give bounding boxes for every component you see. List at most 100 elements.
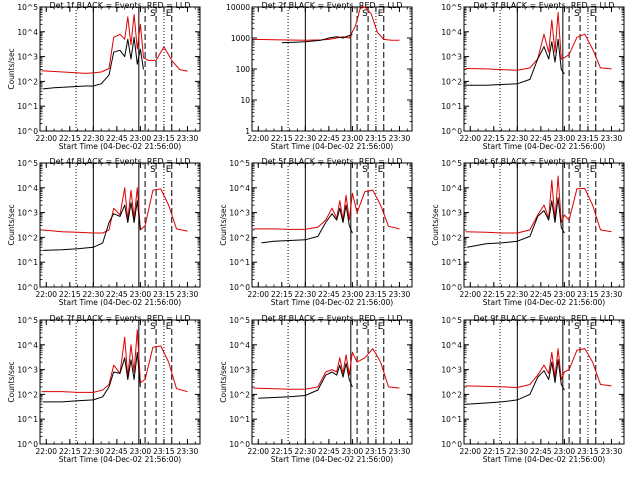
- events-series-line: [43, 36, 144, 90]
- events-series-line: [43, 351, 141, 403]
- x-tick-label: 22:00: [459, 447, 481, 456]
- y-tick-label: 10^1: [441, 258, 462, 267]
- lld-series-line: [465, 12, 612, 71]
- y-tick-label: 10^5: [17, 316, 38, 325]
- lld-series-line: [253, 348, 400, 390]
- y-tick-label: 100: [236, 65, 251, 74]
- x-tick-label: 22:00: [459, 290, 481, 299]
- x-axis-title: Start Time (04-Dec-02 21:56:00): [59, 455, 181, 464]
- marker-label: S: [150, 165, 156, 175]
- x-axis-title: Start Time (04-Dec-02 21:56:00): [271, 455, 393, 464]
- y-tick-label: 10^2: [17, 390, 38, 399]
- lld-series-line: [41, 187, 188, 234]
- y-tick-label: 10^0: [441, 283, 462, 292]
- x-tick-label: 22:45: [318, 290, 340, 299]
- y-tick-label: 10^2: [17, 77, 38, 86]
- marker-label: S: [150, 322, 156, 332]
- y-tick-label: 10^1: [229, 258, 250, 267]
- y-tick-label: 1: [245, 127, 250, 136]
- x-tick-label: 22:30: [507, 134, 529, 143]
- events-series-line: [465, 38, 565, 86]
- x-tick-label: 22:45: [106, 290, 128, 299]
- lld-series-line: [253, 6, 400, 41]
- marker-label: E: [166, 9, 172, 19]
- lld-series-line: [465, 175, 612, 234]
- y-tick-label: 10^1: [441, 102, 462, 111]
- x-axis-title: Start Time (04-Dec-02 21:56:00): [59, 142, 181, 151]
- y-tick-label: 10^2: [229, 233, 250, 242]
- marker-label: S: [362, 9, 368, 19]
- x-tick-label: 23:00: [130, 447, 152, 456]
- y-tick-label: 10^5: [441, 3, 462, 12]
- panel-6: Det 6f BLACK = Events, RED = LLD 10^0 10^1…: [431, 157, 625, 307]
- x-tick-label: 22:00: [35, 447, 57, 456]
- x-tick-label: 23:15: [365, 290, 387, 299]
- lld-series-line: [41, 329, 188, 393]
- marker-label: E: [590, 322, 596, 332]
- x-tick-label: 23:00: [554, 290, 576, 299]
- x-tick-label: 22:30: [83, 134, 105, 143]
- x-tick-label: 22:30: [83, 290, 105, 299]
- marker-label: E: [590, 165, 596, 175]
- y-tick-label: 10^2: [229, 390, 250, 399]
- marker-label: S: [574, 165, 580, 175]
- x-tick-label: 22:45: [318, 134, 340, 143]
- x-axis-title: Start Time (04-Dec-02 21:56:00): [483, 455, 605, 464]
- y-tick-label: 10^0: [229, 283, 250, 292]
- marker-label: E: [166, 322, 172, 332]
- lld-series-line: [41, 14, 188, 74]
- y-tick-label: 10^3: [229, 209, 250, 218]
- x-tick-label: 22:00: [35, 290, 57, 299]
- x-tick-label: 22:00: [247, 447, 269, 456]
- x-tick-label: 23:15: [153, 134, 175, 143]
- x-tick-label: 23:30: [389, 447, 411, 456]
- y-axis-title: Counts/sec: [7, 204, 16, 245]
- y-tick-label: 10^3: [229, 366, 250, 375]
- x-tick-label: 23:30: [601, 290, 623, 299]
- y-tick-label: 10^4: [441, 184, 462, 193]
- x-tick-label: 22:30: [295, 447, 317, 456]
- panel-title: Det 4f BLACK = Events, RED = LLD: [49, 157, 190, 166]
- y-tick-label: 10^1: [17, 415, 38, 424]
- events-series-line: [258, 362, 353, 399]
- x-tick-label: 23:00: [554, 134, 576, 143]
- x-tick-label: 23:00: [342, 290, 364, 299]
- x-tick-label: 23:15: [577, 447, 599, 456]
- y-tick-label: 1000: [231, 34, 250, 43]
- y-tick-label: 10^1: [229, 415, 250, 424]
- y-tick-label: 10^4: [17, 28, 38, 37]
- panel-2: Det 2f BLACK = Events, RED = LLD 1 10 100 10…: [226, 1, 413, 151]
- x-tick-label: 22:30: [295, 290, 317, 299]
- x-tick-label: 22:30: [295, 134, 317, 143]
- y-tick-label: 10^4: [229, 341, 250, 350]
- y-axis-title: Counts/sec: [7, 48, 16, 89]
- panel-4: Det 4f BLACK = Events, RED = LLD 10^0 10^1…: [7, 157, 201, 307]
- x-axis-title: Start Time (04-Dec-02 21:56:00): [483, 142, 605, 151]
- x-tick-label: 22:15: [59, 134, 81, 143]
- x-tick-label: 23:00: [130, 290, 152, 299]
- y-tick-label: 10^0: [17, 283, 38, 292]
- x-tick-label: 22:00: [459, 134, 481, 143]
- x-tick-label: 23:00: [342, 134, 364, 143]
- x-axis-title: Start Time (04-Dec-02 21:56:00): [271, 298, 393, 307]
- events-series-line: [467, 197, 565, 248]
- x-tick-label: 22:00: [247, 134, 269, 143]
- plot-frame: [39, 6, 201, 132]
- marker-label: E: [378, 322, 384, 332]
- panel-7: Det 7f BLACK = Events, RED = LLD 10^0 10^1…: [7, 314, 201, 464]
- y-tick-label: 10^4: [441, 341, 462, 350]
- y-tick-label: 10: [240, 96, 250, 105]
- marker-label: E: [166, 165, 172, 175]
- y-tick-label: 10^0: [17, 440, 38, 449]
- x-axis-title: Start Time (04-Dec-02 21:56:00): [59, 298, 181, 307]
- panel-title: Det 9f BLACK = Events, RED = LLD: [473, 314, 614, 323]
- x-tick-label: 23:00: [554, 447, 576, 456]
- x-tick-label: 23:30: [389, 290, 411, 299]
- y-tick-label: 10^0: [441, 127, 462, 136]
- x-tick-label: 22:45: [106, 447, 128, 456]
- plot-frame: [463, 6, 625, 132]
- panel-title: Det 7f BLACK = Events, RED = LLD: [49, 314, 190, 323]
- marker-label: E: [378, 9, 384, 19]
- x-tick-label: 22:15: [483, 447, 505, 456]
- x-tick-label: 23:15: [365, 447, 387, 456]
